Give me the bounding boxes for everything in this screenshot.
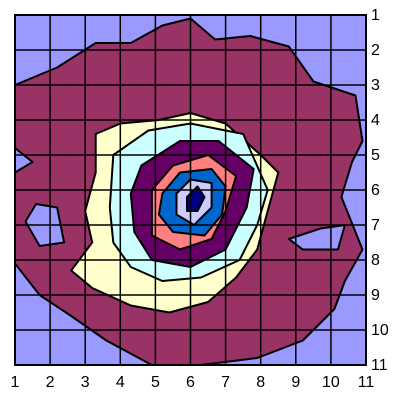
y-tick-label: 9 bbox=[371, 287, 380, 304]
grid-layer bbox=[14, 14, 367, 366]
y-tick-label: 8 bbox=[371, 252, 380, 269]
x-tick-label: 4 bbox=[116, 374, 125, 391]
x-tick-label: 8 bbox=[256, 374, 265, 391]
y-tick-label: 7 bbox=[371, 217, 380, 234]
x-tick-label: 6 bbox=[186, 374, 195, 391]
x-tick-label: 9 bbox=[291, 374, 300, 391]
x-tick-label: 3 bbox=[81, 374, 90, 391]
y-tick-label: 6 bbox=[371, 182, 380, 199]
x-tick-label: 10 bbox=[322, 374, 340, 391]
y-axis: 1 2 3 4 5 6 7 8 9 10 11 bbox=[371, 7, 389, 374]
x-tick-label: 1 bbox=[11, 374, 20, 391]
plot-border bbox=[14, 14, 367, 366]
x-tick-label: 5 bbox=[151, 374, 160, 391]
y-tick-label: 2 bbox=[371, 42, 380, 59]
y-tick-label: 4 bbox=[371, 112, 380, 129]
contour-band-9-9 bbox=[186, 185, 206, 212]
x-tick-label: 7 bbox=[221, 374, 230, 391]
y-tick-label: 10 bbox=[371, 322, 389, 339]
x-tick-label: 2 bbox=[46, 374, 55, 391]
x-tick-label: 11 bbox=[358, 374, 375, 391]
y-tick-label: 11 bbox=[371, 357, 388, 374]
y-tick-label: 3 bbox=[371, 77, 380, 94]
x-axis: 1 2 3 4 5 6 7 8 9 10 11 bbox=[11, 374, 375, 391]
y-tick-label: 5 bbox=[371, 147, 380, 164]
y-tick-label: 1 bbox=[371, 7, 380, 24]
